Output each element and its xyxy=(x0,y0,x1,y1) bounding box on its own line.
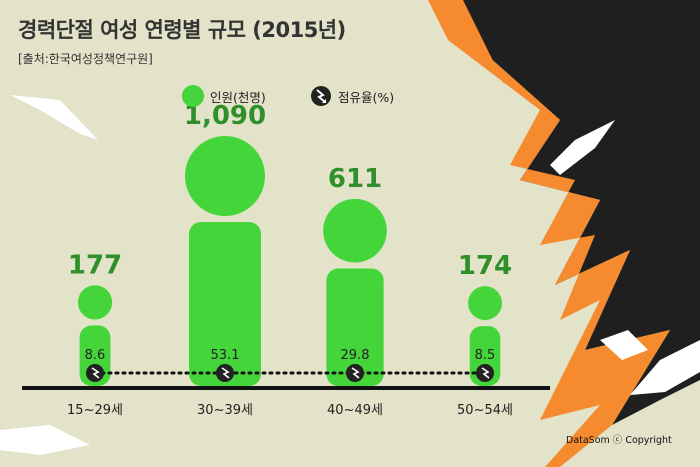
figure-head xyxy=(468,286,502,321)
chart-title: 경력단절 여성 연령별 규모 (2015년) xyxy=(18,18,346,42)
legend-item-rate: 점유율(%) xyxy=(310,85,394,107)
rate-marker-0 xyxy=(86,364,104,382)
count-label-3: 174 xyxy=(458,251,512,281)
paper-shred-mid xyxy=(600,330,648,360)
figure-head xyxy=(77,285,113,320)
figure-body xyxy=(326,268,384,386)
legend-label-rate: 점유율(%) xyxy=(338,89,395,105)
dark-wedge xyxy=(463,0,700,425)
rate-label-1: 53.1 xyxy=(211,348,240,363)
count-label-0: 177 xyxy=(68,250,122,280)
orange-zigzag xyxy=(428,0,670,467)
rate-label-2: 29.8 xyxy=(341,348,370,363)
paper-shred-low xyxy=(630,340,700,395)
copyright-credit: DataSom ⓒ Copyright xyxy=(566,435,672,446)
rate-label-0: 8.6 xyxy=(85,348,106,363)
paper-shred-right xyxy=(550,120,615,175)
legend-label-count: 인원(천명) xyxy=(210,89,266,105)
category-label-0: 15~29세 xyxy=(67,403,123,418)
labels-layer: 17715~29세1,09030~39세61140~49세17450~54세8.… xyxy=(67,101,513,418)
markers-layer xyxy=(86,364,494,382)
figure-head xyxy=(323,198,387,263)
category-label-2: 40~49세 xyxy=(327,403,383,418)
category-label-3: 50~54세 xyxy=(457,403,513,418)
legend-item-count: 인원(천명) xyxy=(182,85,266,107)
figure-head xyxy=(185,136,265,216)
paper-shred-bottom xyxy=(0,425,90,455)
figure-1 xyxy=(185,136,265,386)
paper-shred-left xyxy=(10,95,98,140)
rate-marker-3 xyxy=(476,364,494,382)
figures-layer xyxy=(77,136,502,386)
source-note: [출처:한국여성정책연구원] xyxy=(18,52,153,66)
zigzag-down-icon xyxy=(311,86,331,106)
figure-body xyxy=(189,222,261,386)
count-label-2: 611 xyxy=(328,164,382,194)
rate-label-3: 8.5 xyxy=(475,348,496,363)
figure-2 xyxy=(323,198,387,386)
rate-marker-1 xyxy=(216,364,234,382)
category-label-1: 30~39세 xyxy=(197,403,253,418)
rate-marker-2 xyxy=(346,364,364,382)
green-circle-icon xyxy=(182,85,204,107)
